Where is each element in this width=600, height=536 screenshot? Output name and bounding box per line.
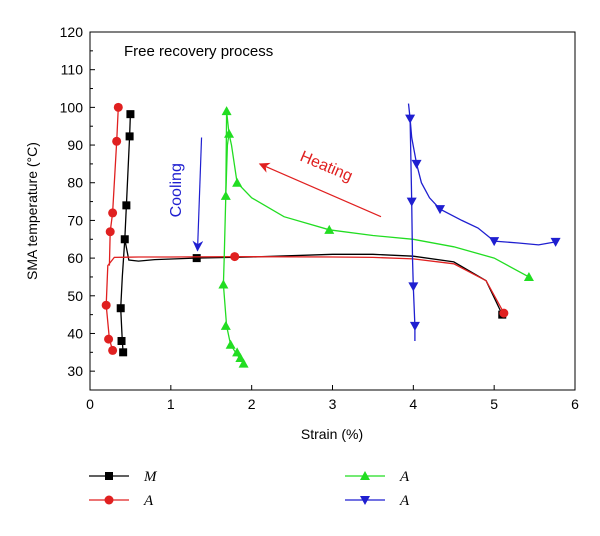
data-point xyxy=(409,321,420,331)
y-tick-label: 100 xyxy=(60,99,84,115)
data-point xyxy=(112,136,122,146)
data-point xyxy=(232,177,243,187)
x-tick-label: 1 xyxy=(167,396,175,412)
series-0 xyxy=(116,110,507,357)
data-point xyxy=(405,114,416,124)
data-point xyxy=(408,282,419,292)
series-branch-line xyxy=(108,107,119,266)
y-tick-label: 60 xyxy=(67,250,83,266)
data-point xyxy=(411,159,422,169)
y-tick-label: 70 xyxy=(67,212,83,228)
axis-ticks: 0 1 2 3 4 5 6 30 40 50 60 70 80 90 100 110 120 xyxy=(60,24,579,412)
legend-marker xyxy=(104,495,114,505)
x-tick-label: 0 xyxy=(86,396,94,412)
legend-entry-1: A xyxy=(89,493,154,509)
legend-label: A xyxy=(399,469,410,485)
x-tick-label: 4 xyxy=(409,396,417,412)
data-point xyxy=(108,208,118,218)
y-tick-label: 110 xyxy=(61,62,84,78)
data-point xyxy=(221,106,232,116)
data-point xyxy=(122,201,131,210)
annotation-heating: Heating xyxy=(297,148,354,185)
series-line xyxy=(120,239,503,353)
data-point xyxy=(406,197,417,207)
y-tick-label: 80 xyxy=(67,175,83,191)
legend-entry-0: M xyxy=(89,469,158,485)
legend-label: M xyxy=(143,469,158,485)
data-point xyxy=(499,308,509,318)
data-point xyxy=(192,254,201,263)
data-point xyxy=(218,279,229,289)
y-axis-label: SMA temperature (°C) xyxy=(24,142,40,280)
series-3 xyxy=(405,103,561,341)
series-line xyxy=(105,255,505,351)
data-point xyxy=(230,252,240,262)
series-layer xyxy=(101,102,561,368)
x-tick-label: 5 xyxy=(490,396,498,412)
legend-entry-3: A xyxy=(345,493,410,509)
annotation-arrow xyxy=(192,137,204,252)
data-point xyxy=(105,227,115,237)
series-1 xyxy=(101,102,509,355)
legend-entry-2: A xyxy=(345,469,410,485)
legend-marker xyxy=(360,471,370,480)
x-axis-label: Strain (%) xyxy=(301,426,363,442)
data-point xyxy=(117,337,126,346)
series-line xyxy=(407,103,556,246)
data-point xyxy=(119,348,128,357)
annotation-cooling: Cooling xyxy=(168,163,185,217)
series-2 xyxy=(218,106,534,368)
data-point xyxy=(104,334,114,344)
data-point xyxy=(523,271,534,281)
y-tick-label: 50 xyxy=(67,288,83,304)
legend-marker xyxy=(105,472,113,480)
legend-marker xyxy=(360,496,370,505)
annotations: Cooling Heating xyxy=(168,137,382,252)
data-point xyxy=(235,352,246,362)
data-point xyxy=(550,237,561,247)
x-tick-label: 2 xyxy=(248,396,256,412)
data-point xyxy=(238,358,249,368)
data-point xyxy=(125,132,134,141)
legend-label: A xyxy=(143,493,154,509)
data-point xyxy=(435,205,446,215)
y-tick-label: 30 xyxy=(67,363,83,379)
data-point xyxy=(224,128,235,138)
x-tick-label: 6 xyxy=(571,396,579,412)
data-point xyxy=(108,345,118,355)
series-branch-line xyxy=(124,114,132,240)
data-point xyxy=(232,347,243,357)
data-point xyxy=(324,224,335,234)
data-point xyxy=(101,300,111,310)
y-tick-label: 120 xyxy=(60,24,84,40)
data-point xyxy=(220,190,231,200)
x-tick-label: 3 xyxy=(329,396,337,412)
chart-title: Free recovery process xyxy=(124,43,273,60)
plot-frame xyxy=(89,31,576,391)
annotation-arrow xyxy=(258,162,382,218)
data-point xyxy=(113,102,123,112)
y-tick-label: 90 xyxy=(67,137,83,153)
data-point xyxy=(220,320,231,330)
data-point xyxy=(116,304,125,313)
data-point xyxy=(489,237,500,247)
y-tick-label: 40 xyxy=(67,325,83,341)
data-point xyxy=(126,110,135,119)
data-point xyxy=(120,235,129,244)
legend-label: A xyxy=(399,493,410,509)
data-point xyxy=(225,339,236,349)
